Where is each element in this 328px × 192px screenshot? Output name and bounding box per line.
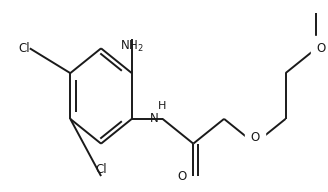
Text: NH$_2$: NH$_2$	[120, 39, 144, 54]
Text: N: N	[150, 112, 159, 125]
Text: O: O	[177, 170, 187, 183]
Text: Cl: Cl	[95, 163, 107, 176]
Text: Cl: Cl	[18, 42, 30, 55]
Text: H: H	[158, 101, 167, 111]
Text: O: O	[316, 42, 326, 55]
Text: O: O	[250, 131, 259, 144]
